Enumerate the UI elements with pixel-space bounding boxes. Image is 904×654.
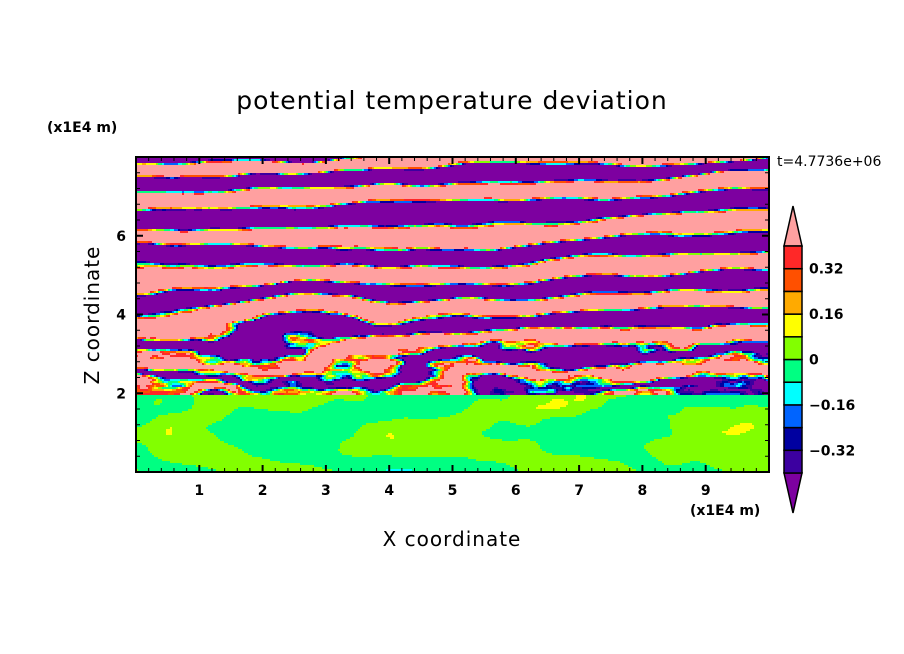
x-tick-label: 5	[448, 483, 458, 499]
x-tick-label: 7	[574, 483, 584, 499]
chart-title: potential temperature deviation	[236, 86, 668, 115]
colorbar-tick-label: 0	[809, 353, 819, 369]
colorbar-segment	[783, 381, 803, 406]
time-label: t=4.7736e+06	[777, 154, 882, 170]
plot-frame	[135, 156, 770, 473]
colorbar-tick-label: −0.32	[809, 443, 855, 459]
y-tick-label: 4	[116, 308, 126, 324]
colorbar-segment	[783, 267, 803, 293]
colorbar-segment	[783, 404, 803, 429]
colorbar-tick-label: 0.16	[809, 307, 844, 323]
x-unit-label: (x1E4 m)	[690, 503, 761, 519]
y-unit-label: (x1E4 m)	[47, 120, 118, 136]
colorbar-segment	[783, 245, 803, 270]
colorbar-high-extend	[783, 205, 803, 247]
x-tick-label: 9	[701, 483, 711, 499]
colorbar-segment	[783, 358, 803, 383]
x-tick-label: 2	[258, 483, 268, 499]
x-tick-label: 8	[638, 483, 648, 499]
x-axis-label: X coordinate	[382, 527, 522, 551]
colorbar-segment	[783, 336, 803, 361]
colorbar-segment	[783, 313, 803, 338]
colorbar: 0.32 0.16 0 −0.16 −0.32	[783, 205, 855, 514]
y-axis-label: Z coordinate	[80, 245, 104, 385]
y-tick-label: 2	[116, 386, 126, 402]
y-tick-label: 6	[116, 229, 126, 245]
colorbar-tick-label: −0.16	[809, 398, 855, 414]
x-tick-label: 3	[321, 483, 331, 499]
x-tick-label: 4	[384, 483, 394, 499]
x-tick-label: 1	[194, 483, 204, 499]
colorbar-segment	[783, 426, 803, 452]
colorbar-segment	[783, 290, 803, 315]
x-tick-label: 6	[511, 483, 521, 499]
colorbar-segment	[783, 449, 803, 474]
colorbar-tick-label: 0.32	[809, 262, 844, 278]
contour-field	[136, 157, 769, 472]
colorbar-low-extend	[783, 472, 803, 514]
